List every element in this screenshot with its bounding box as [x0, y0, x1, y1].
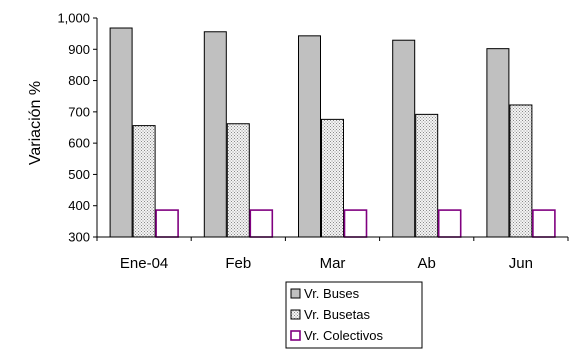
y-tick-label: 600 [68, 136, 90, 151]
y-tick-label: 400 [68, 198, 90, 213]
bar-vr-buses-feb [203, 31, 227, 238]
bar-vr-colectivos-jun [532, 209, 556, 238]
y-tick-label: 900 [68, 42, 90, 57]
bar-vr-colectivos-ab [437, 209, 462, 238]
bar-vr-buses-jun [486, 48, 510, 238]
legend-label: Vr. Colectivos [304, 328, 383, 343]
bar-vr-colectivos-ene-04 [155, 209, 179, 238]
y-axis-title: Variación % [27, 81, 44, 165]
x-tick-label: Mar [320, 255, 346, 272]
bar-vr-buses-ene-04 [109, 27, 133, 238]
bar-vr-busetas-ene-04 [132, 125, 156, 238]
legend-swatch [290, 330, 301, 341]
axes [96, 18, 569, 241]
legend-label: Vr. Buses [304, 286, 360, 301]
y-axis-ticks: 300 400 500 600 700 800 900 1,000 [57, 11, 97, 245]
x-tick-label: Jun [509, 255, 533, 272]
legend-border [285, 281, 423, 349]
bar-vr-busetas-mar [321, 118, 344, 238]
bar-vr-busetas-ab [415, 113, 439, 238]
y-tick-label: 700 [68, 104, 90, 119]
legend-swatch [290, 309, 301, 320]
legend-swatch [290, 288, 301, 299]
x-tick-label: Feb [225, 255, 251, 272]
bars-group [109, 27, 556, 238]
bar-vr-busetas-feb [226, 123, 250, 238]
x-tick-label: Ene-04 [120, 255, 168, 272]
y-tick-label: 300 [68, 230, 90, 245]
legend-label: Vr. Busetas [304, 307, 370, 322]
x-axis-labels: Ene-04 Feb Mar Ab Jun [120, 255, 533, 272]
y-tick-label: 500 [68, 167, 90, 182]
y-tick-label: 1,000 [57, 11, 90, 26]
y-tick-label: 800 [68, 73, 90, 88]
legend: Vr. Buses Vr. Busetas Vr. Colectivos [285, 281, 423, 349]
bar-vr-colectivos-mar [343, 209, 368, 238]
bar-vr-buses-ab [392, 39, 416, 238]
bar-vr-buses-mar [298, 35, 321, 238]
bar-vr-busetas-jun [509, 104, 533, 238]
x-tick-label: Ab [418, 255, 436, 272]
bar-vr-colectivos-feb [249, 209, 274, 238]
